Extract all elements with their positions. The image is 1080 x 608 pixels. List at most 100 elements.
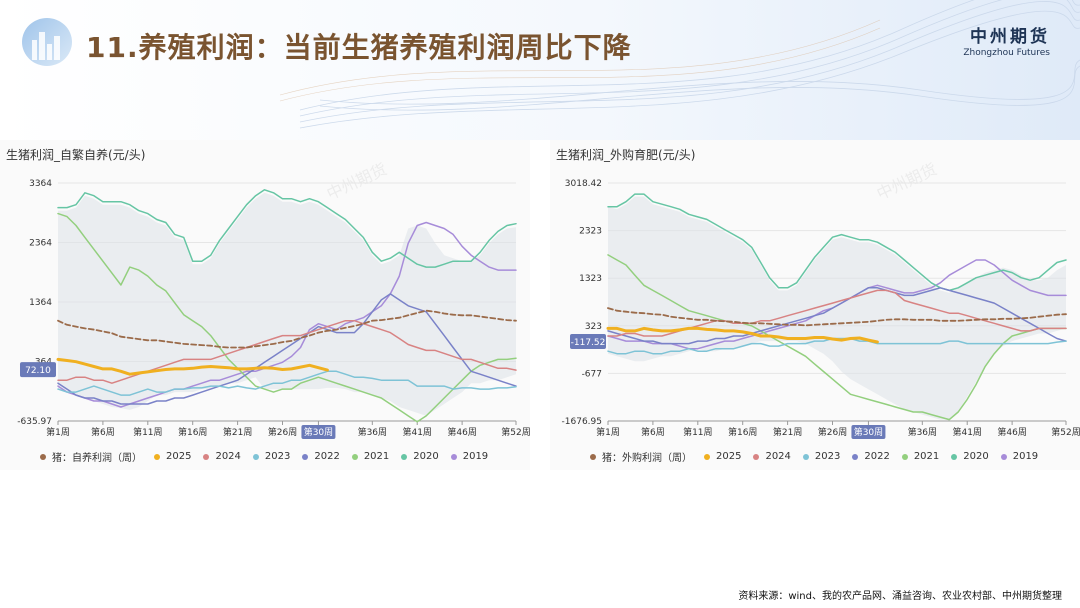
- legend-item[interactable]: 2020: [401, 451, 439, 463]
- city-logo-icon: [22, 18, 72, 66]
- legend-label: 2023: [814, 451, 841, 462]
- legend-item[interactable]: 2024: [753, 451, 791, 463]
- source-note: 资料来源：wind、我的农产品网、涌益咨询、农业农村部、中州期货整理: [738, 591, 1062, 602]
- legend-label: 2024: [765, 451, 791, 462]
- series-line-y2021: [57, 212, 517, 423]
- chart-legend: 猪：外购利润（周） 2025 2024 2023 2022 2021 2020 2019: [590, 449, 1050, 464]
- legend-item[interactable]: 2021: [901, 451, 940, 463]
- y-tick-label: 1364: [29, 298, 52, 308]
- legend-dot-icon: [450, 453, 457, 460]
- legend-label: 2022: [864, 451, 890, 462]
- legend-item[interactable]: 2021: [351, 451, 390, 463]
- x-tick-label: 第46周: [997, 426, 1026, 438]
- legend-item[interactable]: 2019: [450, 451, 489, 463]
- chart-legend: 猪：自养利润（周） 2025 2024 2023 2022 2021 2020 2019: [40, 449, 500, 464]
- chart-panel-self-breeding: 生猪利润_自繁自养(元/头) 中州期货336423641364364-635.9…: [0, 140, 530, 470]
- legend-dot-icon: [40, 453, 46, 460]
- current-week-badge: [301, 425, 336, 439]
- legend-dot-icon: [704, 453, 710, 460]
- x-tick-label: 第30周: [854, 426, 883, 438]
- range-band: [608, 196, 1066, 420]
- x-tick-label: 第16周: [178, 426, 207, 438]
- y-tick-label: 2323: [579, 227, 602, 237]
- watermark: 中州期货: [874, 159, 940, 203]
- x-tick-label: 第52周: [501, 426, 530, 438]
- legend-item[interactable]: 2023: [252, 451, 290, 463]
- legend-label: 2020: [413, 451, 439, 462]
- page-title: 11.养殖利润：当前生猪养殖利润周比下降: [86, 31, 632, 64]
- legend-item[interactable]: 2022: [852, 451, 890, 463]
- legend-label: 2024: [215, 451, 241, 462]
- x-tick-label: 第16周: [728, 426, 757, 438]
- series-line-y2019: [57, 221, 517, 408]
- chart-title: 生猪利润_自繁自养(元/头): [6, 148, 146, 162]
- header-background: [0, 0, 1080, 140]
- legend-item[interactable]: 猪：自养利润（周）: [40, 449, 142, 464]
- legend-label: 2019: [1012, 451, 1039, 462]
- y-tick-label: 2364: [29, 239, 52, 249]
- watermark: 中州期货: [324, 159, 390, 203]
- legend-label: 猪：外购利润（周）: [602, 453, 692, 464]
- y-tick-label: -677: [582, 369, 602, 379]
- current-value-badge-bg: [20, 362, 56, 378]
- legend-label: 2022: [314, 451, 340, 462]
- chart-title: 生猪利润_外购育肥(元/头): [556, 148, 696, 162]
- x-tick-label: 第46周: [447, 426, 476, 438]
- series-line-y2023: [57, 370, 517, 396]
- legend-label: 2020: [963, 451, 989, 462]
- legend-item[interactable]: 2025: [704, 451, 741, 463]
- legend-dot-icon: [252, 453, 259, 460]
- legend-label: 2025: [716, 451, 742, 462]
- x-tick-label: 第1周: [46, 426, 70, 438]
- y-tick-label: -1676.95: [562, 417, 602, 427]
- brand-name-en: Zhongzhou Futures: [963, 48, 1050, 58]
- series-line-avg: [57, 309, 517, 349]
- brand-name-cn: 中州期货: [970, 27, 1050, 47]
- decorative-wave-lines: [299, 0, 1080, 129]
- legend-dot-icon: [802, 453, 809, 460]
- legend-dot-icon: [401, 453, 408, 460]
- current-value-label: -117.52: [571, 338, 606, 348]
- current-value-badge: -117.52: [570, 333, 606, 349]
- brand-logo: 中州期货 Zhongzhou Futures: [963, 22, 1050, 58]
- x-tick-label: 第1周: [596, 426, 620, 438]
- header-band: 11.养殖利润：当前生猪养殖利润周比下降 中州期货 Zhongzhou Futu…: [0, 0, 1080, 140]
- legend-label: 2021: [363, 451, 390, 462]
- chart-panel-purchased-fattening: 生猪利润_外购育肥(元/头) 中州期货 3018.42 2323 1323 323 -67…: [550, 140, 1080, 470]
- legend-item[interactable]: 2020: [951, 451, 989, 463]
- legend-label: 猪：自养利润（周）: [52, 453, 142, 464]
- legend-item[interactable]: 2019: [1000, 451, 1039, 463]
- x-tick-label: 第6周: [91, 426, 115, 438]
- legend-dot-icon: [203, 453, 210, 460]
- x-tick-label: 第36周: [908, 426, 937, 438]
- legend-item[interactable]: 2022: [302, 451, 340, 463]
- series-line-y2022: [607, 287, 1067, 345]
- legend-label: 2019: [462, 451, 489, 462]
- legend-item[interactable]: 2023: [802, 451, 841, 463]
- series-line-y2024: [57, 319, 517, 384]
- legend-item[interactable]: 2025: [154, 451, 191, 463]
- legend-dot-icon: [753, 453, 760, 460]
- legend-label: 2021: [913, 451, 940, 462]
- legend-dot-icon: [351, 453, 358, 460]
- series-line-y2021: [607, 254, 1067, 421]
- chart-self-breeding: 中州期货336423641364364-635.97第1周第6周第11周第16周…: [17, 159, 530, 439]
- current-value-badge: 72.10: [20, 362, 56, 378]
- x-tick-label: 第11周: [133, 426, 162, 438]
- x-tick-label: 第41周: [402, 426, 431, 438]
- x-tick-label: 第26周: [268, 426, 297, 438]
- current-value-label: 72.10: [25, 366, 51, 376]
- series-line-y2020: [607, 193, 1067, 292]
- legend-item[interactable]: 2024: [203, 451, 241, 463]
- series-line-y2025: [606, 326, 879, 344]
- legend-item[interactable]: 猪：外购利润（周）: [590, 449, 692, 464]
- legend-dot-icon: [302, 453, 309, 460]
- x-tick-label: 第41周: [952, 426, 981, 438]
- y-tick-label: 3018.42: [565, 179, 602, 189]
- legend-label: 2025: [166, 451, 192, 462]
- current-value-badge-bg: [570, 333, 606, 349]
- series-line-y2025: [56, 357, 329, 376]
- series-line-y2020: [57, 189, 517, 268]
- x-tick-label: 第21周: [223, 426, 252, 438]
- legend-dot-icon: [1000, 453, 1007, 460]
